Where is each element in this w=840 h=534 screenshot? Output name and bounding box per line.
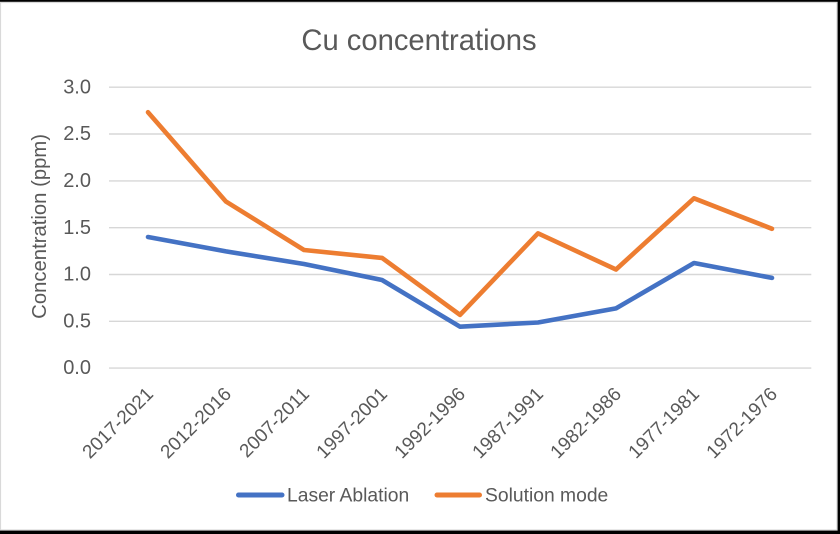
svg-text:Laser Ablation: Laser Ablation (287, 486, 409, 507)
svg-text:3.0: 3.0 (63, 76, 91, 98)
svg-text:0.5: 0.5 (63, 310, 91, 332)
svg-text:Cu concentrations: Cu concentrations (301, 25, 536, 57)
svg-text:2012-2016: 2012-2016 (157, 384, 236, 463)
svg-text:1.0: 1.0 (63, 264, 91, 286)
svg-text:1.5: 1.5 (63, 217, 91, 239)
svg-text:1977-1981: 1977-1981 (625, 384, 704, 463)
svg-text:1997-2001: 1997-2001 (313, 384, 392, 463)
svg-text:1972-1976: 1972-1976 (703, 384, 782, 463)
svg-text:0.0: 0.0 (63, 357, 91, 379)
svg-text:2007-2011: 2007-2011 (236, 384, 314, 462)
svg-text:1992-1996: 1992-1996 (391, 384, 470, 463)
svg-text:2.5: 2.5 (63, 123, 91, 145)
svg-text:Concentration (ppm): Concentration (ppm) (29, 134, 51, 319)
svg-text:2017-2021: 2017-2021 (79, 384, 158, 463)
svg-text:1987-1991: 1987-1991 (469, 384, 548, 463)
svg-text:2.0: 2.0 (63, 170, 91, 192)
svg-text:Solution mode: Solution mode (485, 486, 608, 507)
svg-text:1982-1986: 1982-1986 (547, 384, 626, 463)
